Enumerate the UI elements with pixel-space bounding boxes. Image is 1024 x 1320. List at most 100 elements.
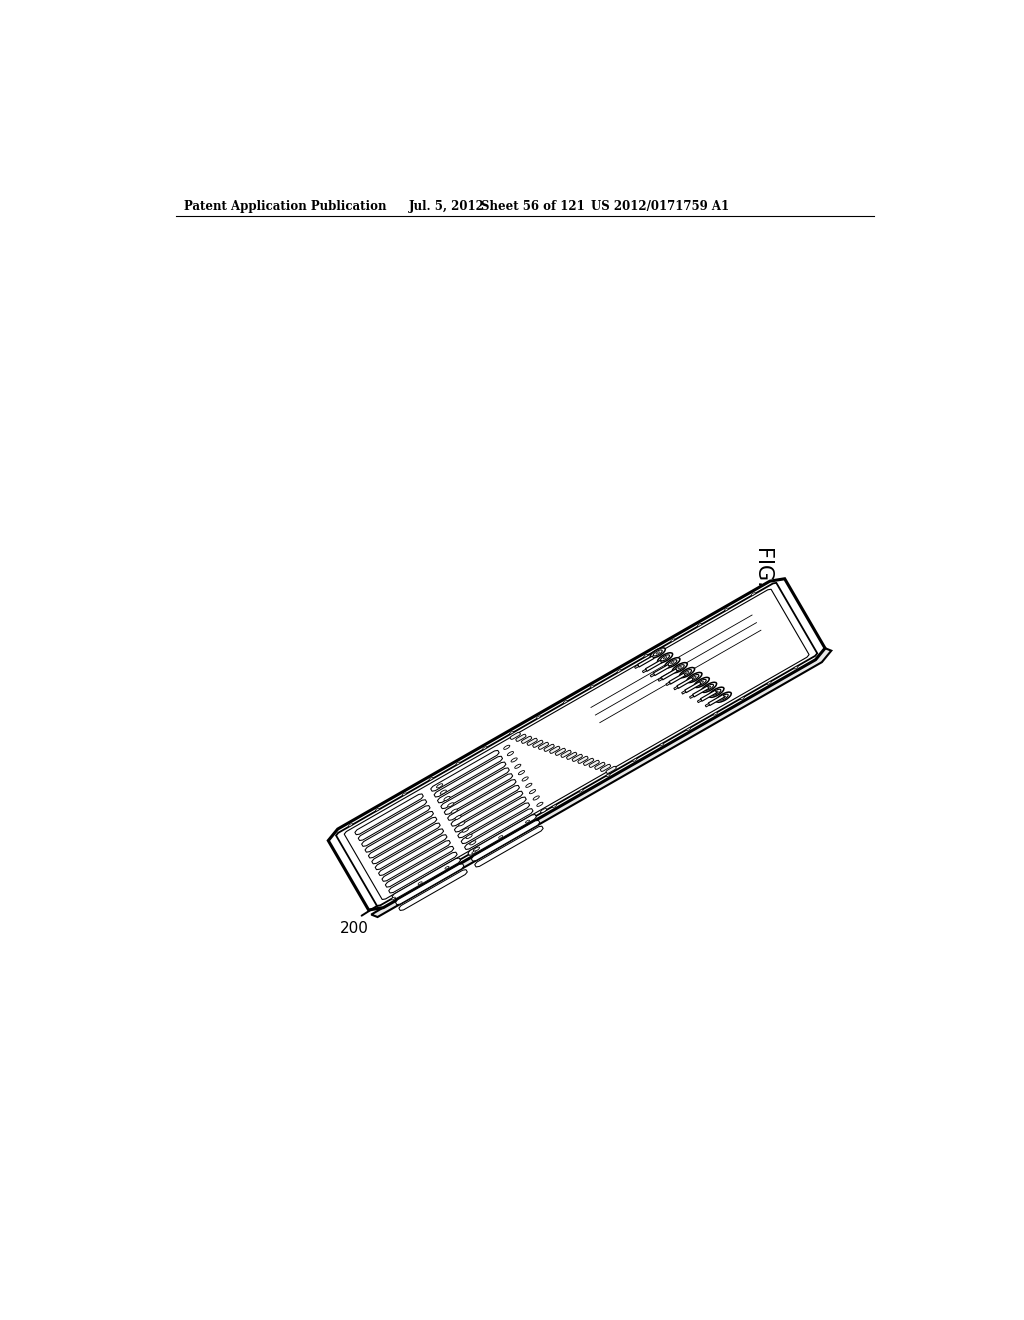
Ellipse shape <box>482 747 486 750</box>
Ellipse shape <box>705 684 714 690</box>
Polygon shape <box>441 768 509 809</box>
Ellipse shape <box>447 803 454 807</box>
Polygon shape <box>375 829 443 870</box>
Polygon shape <box>561 750 571 758</box>
Polygon shape <box>437 762 506 803</box>
Ellipse shape <box>541 809 547 813</box>
Ellipse shape <box>633 759 637 762</box>
Ellipse shape <box>660 655 670 661</box>
Polygon shape <box>392 858 461 899</box>
Ellipse shape <box>752 593 756 595</box>
Ellipse shape <box>692 676 696 678</box>
Polygon shape <box>635 665 639 668</box>
Ellipse shape <box>522 777 528 781</box>
Ellipse shape <box>534 796 540 800</box>
Ellipse shape <box>444 796 451 800</box>
Polygon shape <box>566 752 577 759</box>
Ellipse shape <box>590 685 594 688</box>
Ellipse shape <box>456 762 460 764</box>
Polygon shape <box>685 681 701 693</box>
Polygon shape <box>700 690 717 701</box>
Ellipse shape <box>525 783 531 788</box>
Ellipse shape <box>686 727 690 730</box>
Ellipse shape <box>429 777 433 780</box>
Ellipse shape <box>436 784 442 788</box>
Ellipse shape <box>348 824 352 826</box>
Polygon shape <box>589 760 599 767</box>
Ellipse shape <box>552 805 556 808</box>
Ellipse shape <box>719 694 728 700</box>
Ellipse shape <box>499 836 503 838</box>
Polygon shape <box>527 738 538 746</box>
Polygon shape <box>532 741 543 747</box>
Polygon shape <box>578 756 588 763</box>
Polygon shape <box>382 841 451 882</box>
Polygon shape <box>385 846 454 887</box>
Polygon shape <box>395 863 464 904</box>
Ellipse shape <box>697 680 707 685</box>
Ellipse shape <box>455 816 461 820</box>
Polygon shape <box>399 870 467 911</box>
Ellipse shape <box>452 809 458 813</box>
Ellipse shape <box>466 834 472 838</box>
Polygon shape <box>361 805 430 846</box>
Polygon shape <box>650 673 654 677</box>
Polygon shape <box>444 774 513 814</box>
Ellipse shape <box>470 841 476 845</box>
Text: 200: 200 <box>340 921 369 936</box>
Ellipse shape <box>402 793 407 796</box>
Ellipse shape <box>767 681 771 684</box>
Polygon shape <box>521 737 531 743</box>
Polygon shape <box>642 669 646 673</box>
Ellipse shape <box>700 681 703 684</box>
Ellipse shape <box>740 697 744 700</box>
Polygon shape <box>451 785 519 826</box>
Ellipse shape <box>580 789 584 792</box>
Polygon shape <box>465 809 534 850</box>
Polygon shape <box>379 834 447 875</box>
Polygon shape <box>329 578 825 909</box>
Text: Sheet 56 of 121: Sheet 56 of 121 <box>480 199 585 213</box>
Ellipse shape <box>668 660 677 665</box>
Text: FIG. 38A: FIG. 38A <box>754 545 773 634</box>
Polygon shape <box>468 814 537 855</box>
Polygon shape <box>458 797 526 838</box>
Text: Jul. 5, 2012: Jul. 5, 2012 <box>410 199 485 213</box>
Ellipse shape <box>722 696 725 698</box>
Ellipse shape <box>617 669 622 672</box>
Ellipse shape <box>701 682 717 693</box>
Ellipse shape <box>440 791 446 795</box>
Ellipse shape <box>515 764 521 768</box>
Ellipse shape <box>459 822 465 826</box>
Polygon shape <box>372 824 440 863</box>
Ellipse shape <box>606 774 610 776</box>
Polygon shape <box>662 669 678 680</box>
Ellipse shape <box>444 866 450 869</box>
Ellipse shape <box>671 639 675 642</box>
Ellipse shape <box>659 743 664 746</box>
Polygon shape <box>372 648 831 917</box>
Polygon shape <box>692 686 709 697</box>
Polygon shape <box>677 677 693 689</box>
Polygon shape <box>595 762 605 770</box>
Ellipse shape <box>714 713 718 715</box>
Text: Patent Application Publication: Patent Application Publication <box>183 199 386 213</box>
Ellipse shape <box>462 828 469 832</box>
Ellipse shape <box>391 898 395 900</box>
Ellipse shape <box>518 771 524 775</box>
Ellipse shape <box>507 751 513 756</box>
Ellipse shape <box>715 692 718 693</box>
Ellipse shape <box>680 668 694 677</box>
Polygon shape <box>475 826 543 867</box>
Polygon shape <box>697 700 701 702</box>
Ellipse shape <box>664 656 667 659</box>
Polygon shape <box>434 756 503 797</box>
Polygon shape <box>344 589 809 899</box>
Ellipse shape <box>537 715 541 718</box>
Polygon shape <box>706 704 710 708</box>
Polygon shape <box>555 748 565 755</box>
Polygon shape <box>510 733 520 739</box>
Polygon shape <box>669 673 685 684</box>
Ellipse shape <box>418 882 422 884</box>
Ellipse shape <box>650 648 666 657</box>
